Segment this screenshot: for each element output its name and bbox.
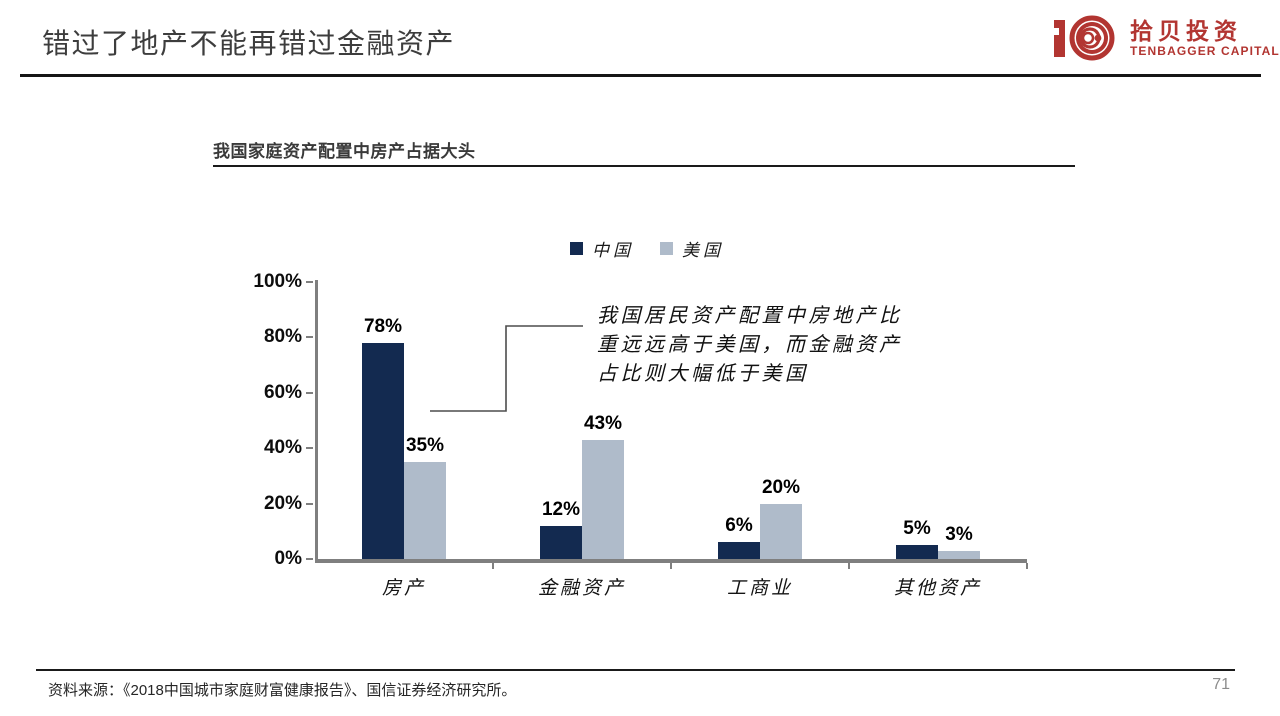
annotation-line: 重远远高于美国，而金融资产 [597,332,903,356]
y-axis-tick [306,281,313,283]
category-label: 房产 [381,577,426,599]
bar-group: 12% 43% [493,282,671,559]
bar-value-label: 3% [945,523,973,545]
annotation-line: 占比则大幅低于美国 [597,361,809,385]
y-axis-tick-label: 0% [274,548,302,569]
bar-rect [896,545,938,559]
bar-value-label: 43% [583,412,623,434]
y-axis-tick [306,558,313,560]
bar-value-label: 12% [541,498,581,520]
bar-美国: 43% [582,413,624,559]
chart-legend: 中国 美国 [570,236,724,261]
bar-group: 5% 3% [849,282,1027,559]
bar-chart-plot-area: 0% 20% 40% 60% 80% 100% 78% 35% 房产 12% 43% 金融资产 6% 20… [253,272,1028,599]
y-axis-tick [306,391,313,394]
logo-name-cn: 拾贝投资 [1130,17,1242,44]
footer-divider [36,669,1235,671]
y-axis-tick-label: 40% [263,437,302,459]
bar-中国: 6% [718,515,760,559]
chart-title-divider [213,165,1075,167]
bar-rect [540,525,582,559]
bar-rect [760,503,802,559]
page-number: 71 [1212,676,1230,693]
page-title: 错过了地产不能再错过金融资产 [42,28,456,59]
bar-value-label: 78% [363,315,403,337]
bar-rect [404,462,446,559]
bar-value-label: 35% [405,435,445,457]
bar-中国: 78% [362,316,404,559]
x-axis-tick [670,563,672,569]
bar-value-label: 20% [761,476,801,498]
bar-中国: 5% [896,518,938,559]
y-axis-tick [306,336,313,339]
y-axis-tick-label: 20% [263,492,302,514]
legend-swatch [660,242,673,255]
bar-美国: 3% [938,524,980,559]
bar-group: 6% 20% [671,282,849,559]
category-label: 其他资产 [893,577,982,599]
bar-rect [718,542,760,559]
annotation-line: 我国居民资产配置中房地产比 [597,303,903,327]
tenbagger-logo: 拾贝投资 TENBAGGER CAPITAL [1050,14,1280,62]
bar-value-label: 5% [903,518,931,540]
y-axis-tick [306,447,313,450]
bar-rect [938,550,980,559]
bar-rect [362,342,404,559]
tenbagger-shell-icon [1054,15,1115,61]
source-note: 资料来源：《2018中国城市家庭财富健康报告》、国信证券经济研究所。 [48,682,517,699]
x-axis-line [315,559,1027,563]
bar-美国: 35% [404,435,446,559]
x-axis-tick [848,563,850,569]
chart-title: 我国家庭资产配置中房产占据大头 [213,142,476,161]
y-axis-tick-label: 80% [263,326,302,348]
logo-text: 拾贝投资 TENBAGGER CAPITAL [1130,18,1280,59]
bar-美国: 20% [760,477,802,559]
y-axis-tick [306,502,313,505]
legend-label: 中国 [592,241,634,261]
legend-label: 美国 [682,241,724,261]
chart-annotation: 我国居民资产配置中房地产比 重远远高于美国，而金融资产 占比则大幅低于美国 [597,301,903,388]
bar-value-label: 6% [725,515,753,537]
category-label: 金融资产 [537,577,626,599]
legend-item: 美国 [660,236,724,261]
y-axis-line [315,280,318,559]
category-label: 工商业 [726,577,793,599]
y-axis-tick-label: 100% [253,271,302,292]
legend-item: 中国 [570,236,634,261]
x-axis-tick [492,563,494,569]
x-axis-tick [1026,563,1028,569]
legend-swatch [570,242,583,255]
title-divider [20,74,1261,77]
y-axis-tick-label: 60% [263,381,302,403]
bar-group: 78% 35% [315,282,493,559]
logo-name-en: TENBAGGER CAPITAL [1130,43,1280,58]
bar-中国: 12% [540,499,582,559]
bar-rect [582,439,624,559]
